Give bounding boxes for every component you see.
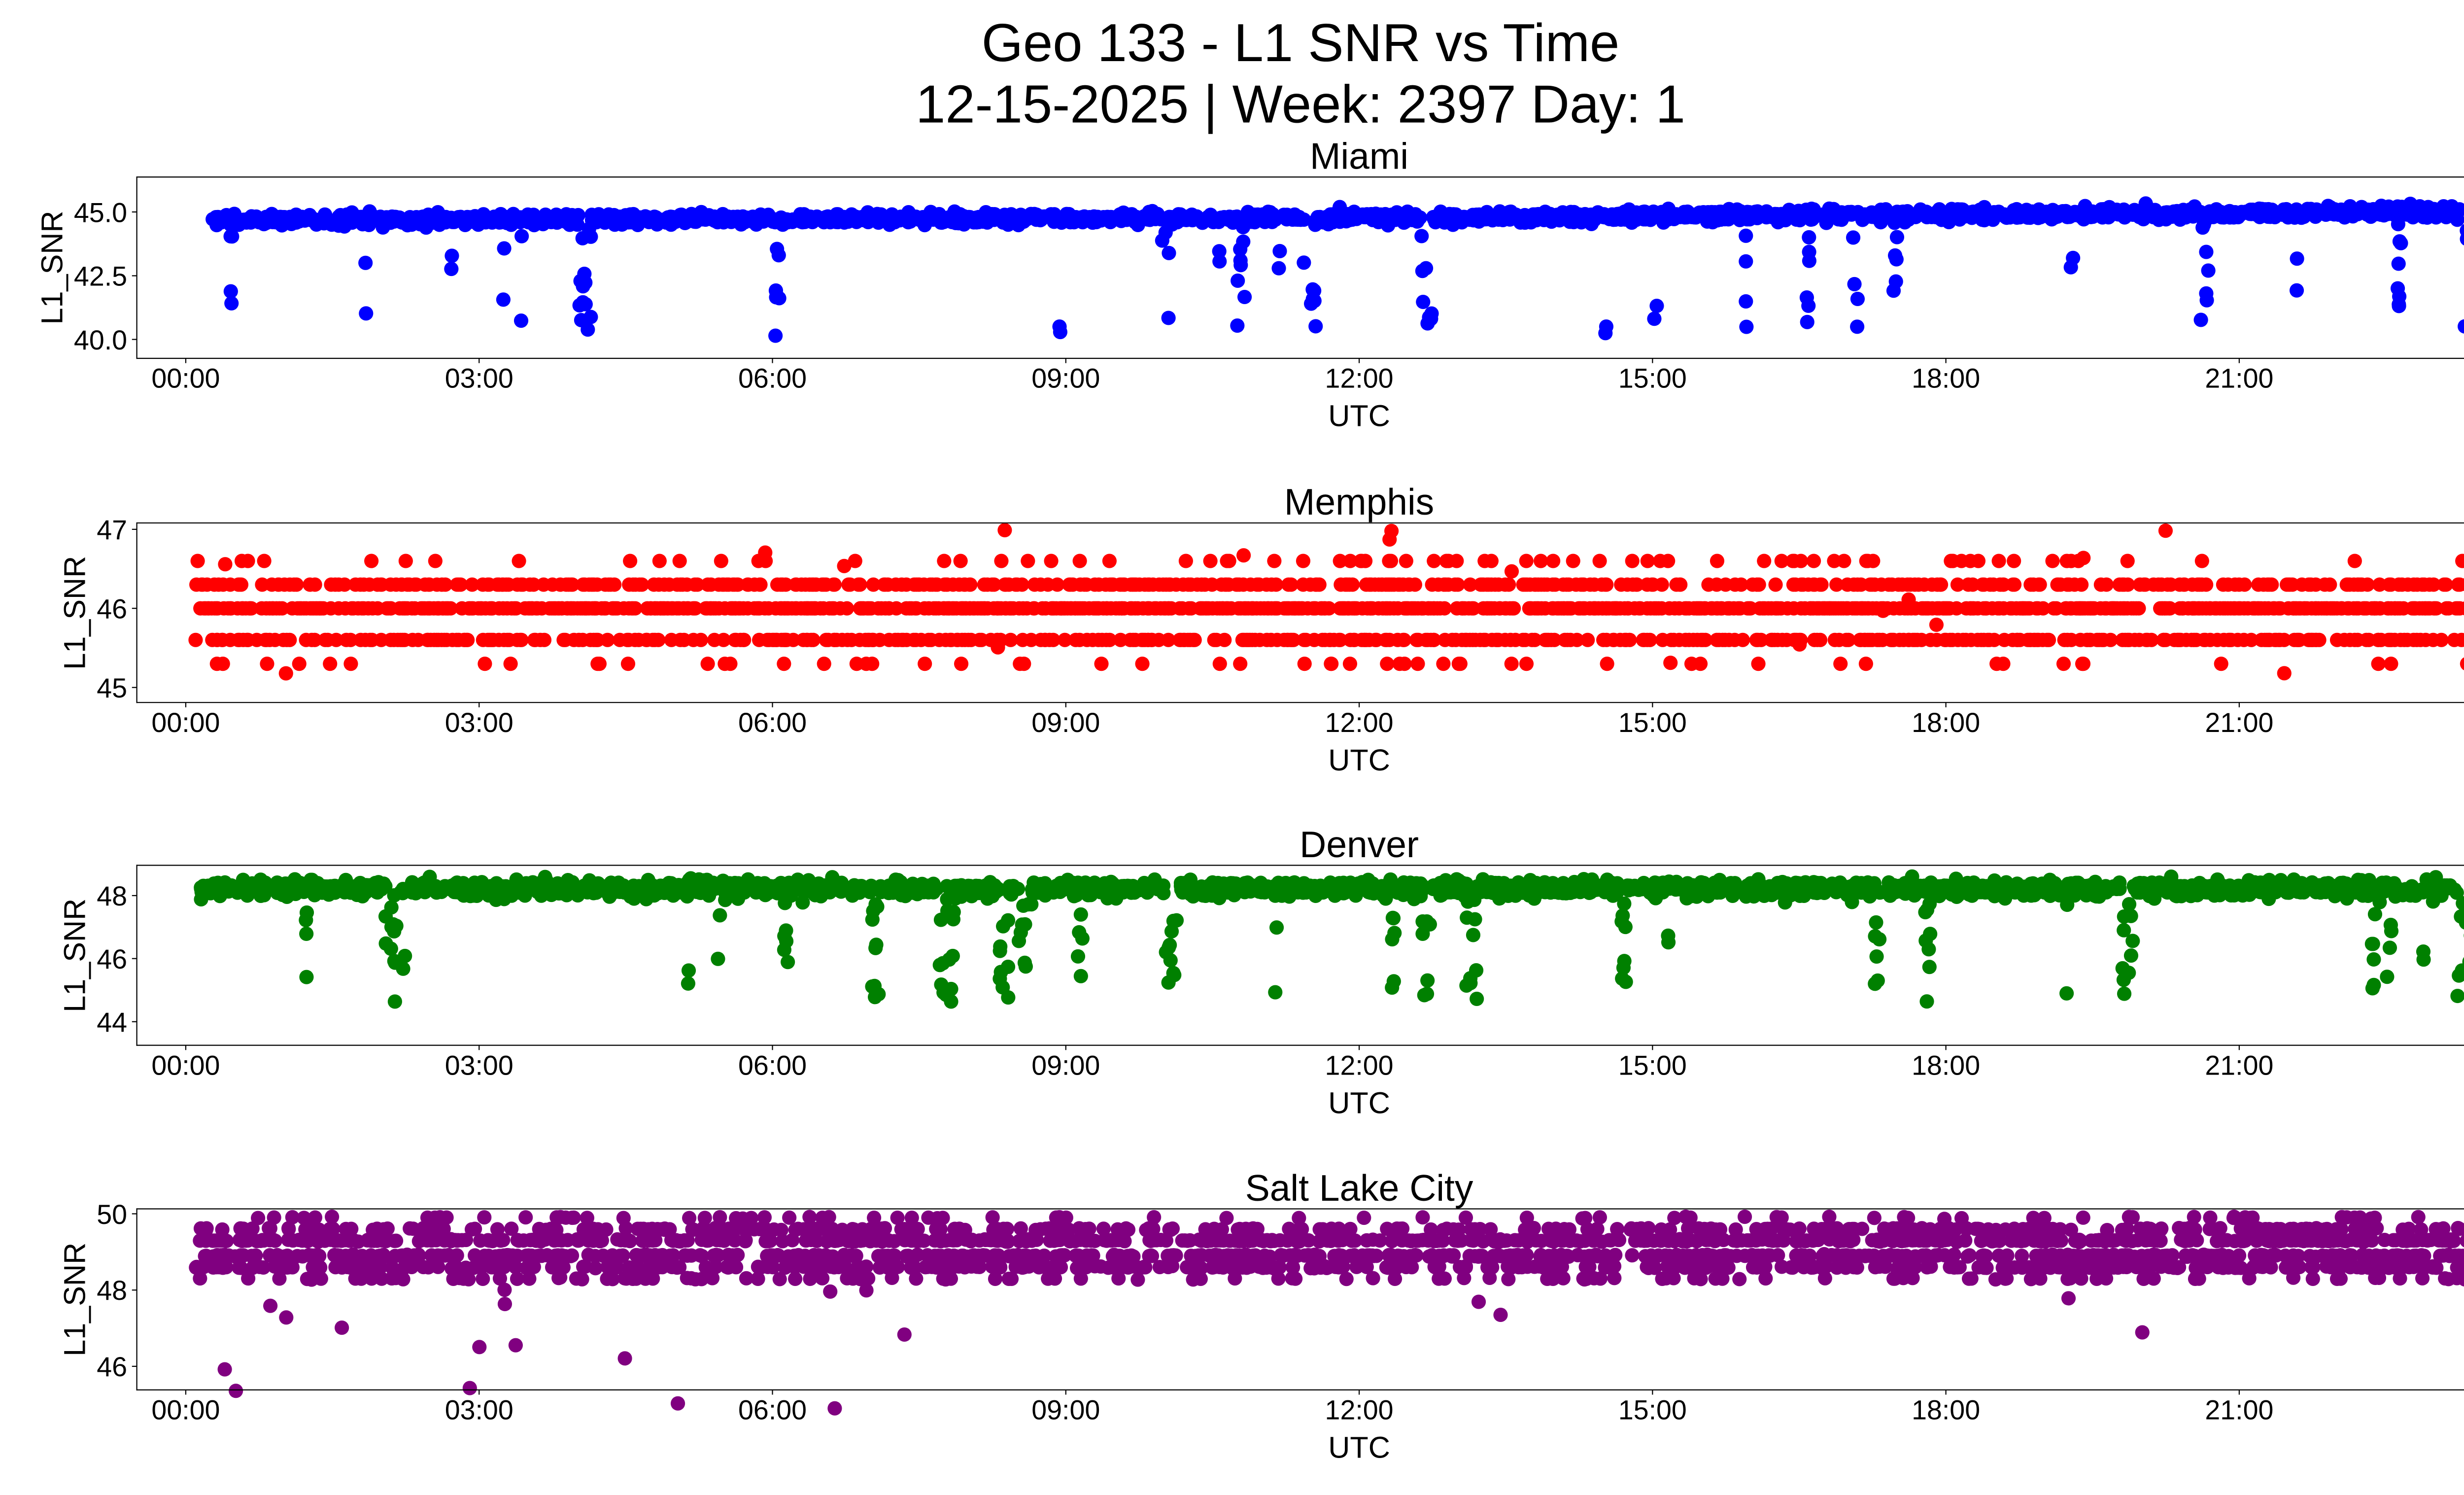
svg-text:06:00: 06:00 (738, 363, 807, 394)
svg-text:18:00: 18:00 (1912, 363, 1980, 394)
svg-text:46: 46 (97, 593, 127, 624)
svg-text:00:00: 00:00 (151, 707, 220, 738)
svg-text:Geo 133 - L1 SNR vs Time: Geo 133 - L1 SNR vs Time (982, 13, 1619, 72)
svg-text:03:00: 03:00 (445, 707, 513, 738)
svg-text:21:00: 21:00 (2205, 1394, 2273, 1425)
svg-text:L1_SNR: L1_SNR (35, 210, 68, 324)
svg-text:15:00: 15:00 (1618, 1050, 1687, 1080)
svg-text:Salt Lake City: Salt Lake City (1245, 1167, 1473, 1209)
svg-text:L1_SNR: L1_SNR (58, 899, 92, 1012)
svg-text:UTC: UTC (1328, 399, 1390, 433)
svg-text:Memphis: Memphis (1284, 481, 1434, 522)
svg-text:21:00: 21:00 (2205, 363, 2273, 394)
svg-text:46: 46 (97, 944, 127, 974)
svg-text:09:00: 09:00 (1031, 1050, 1100, 1080)
svg-text:21:00: 21:00 (2205, 1050, 2273, 1080)
svg-text:48: 48 (97, 881, 127, 911)
svg-text:12:00: 12:00 (1325, 707, 1394, 738)
svg-text:45: 45 (97, 673, 127, 703)
svg-text:50: 50 (97, 1199, 127, 1230)
svg-text:44: 44 (97, 1007, 127, 1038)
svg-text:15:00: 15:00 (1618, 363, 1687, 394)
svg-text:18:00: 18:00 (1912, 1050, 1980, 1080)
svg-text:15:00: 15:00 (1618, 1394, 1687, 1425)
svg-text:L1_SNR: L1_SNR (58, 556, 92, 670)
svg-text:15:00: 15:00 (1618, 707, 1687, 738)
svg-text:UTC: UTC (1328, 743, 1390, 777)
svg-text:UTC: UTC (1328, 1086, 1390, 1119)
svg-text:18:00: 18:00 (1912, 1394, 1980, 1425)
svg-text:06:00: 06:00 (738, 1050, 807, 1080)
svg-text:40.0: 40.0 (74, 325, 127, 355)
svg-text:Miami: Miami (1310, 136, 1408, 177)
svg-text:21:00: 21:00 (2205, 707, 2273, 738)
svg-text:12:00: 12:00 (1325, 363, 1394, 394)
svg-text:00:00: 00:00 (151, 363, 220, 394)
svg-text:06:00: 06:00 (738, 707, 807, 738)
svg-text:42.5: 42.5 (74, 261, 127, 291)
svg-text:12:00: 12:00 (1325, 1394, 1394, 1425)
svg-text:UTC: UTC (1328, 1430, 1390, 1464)
svg-text:03:00: 03:00 (445, 1050, 513, 1080)
svg-text:12-15-2025 | Week: 2397 Day: 1: 12-15-2025 | Week: 2397 Day: 1 (916, 74, 1685, 134)
svg-text:45.0: 45.0 (74, 197, 127, 228)
svg-text:48: 48 (97, 1275, 127, 1306)
svg-text:L1_SNR: L1_SNR (58, 1243, 92, 1356)
svg-text:47: 47 (97, 515, 127, 545)
svg-text:Denver: Denver (1300, 824, 1419, 865)
svg-text:18:00: 18:00 (1912, 707, 1980, 738)
svg-text:03:00: 03:00 (445, 1394, 513, 1425)
svg-text:06:00: 06:00 (738, 1394, 807, 1425)
svg-text:12:00: 12:00 (1325, 1050, 1394, 1080)
svg-text:09:00: 09:00 (1031, 1394, 1100, 1425)
svg-text:46: 46 (97, 1352, 127, 1382)
svg-text:03:00: 03:00 (445, 363, 513, 394)
svg-text:09:00: 09:00 (1031, 707, 1100, 738)
svg-text:00:00: 00:00 (151, 1050, 220, 1080)
svg-text:00:00: 00:00 (151, 1394, 220, 1425)
svg-text:09:00: 09:00 (1031, 363, 1100, 394)
